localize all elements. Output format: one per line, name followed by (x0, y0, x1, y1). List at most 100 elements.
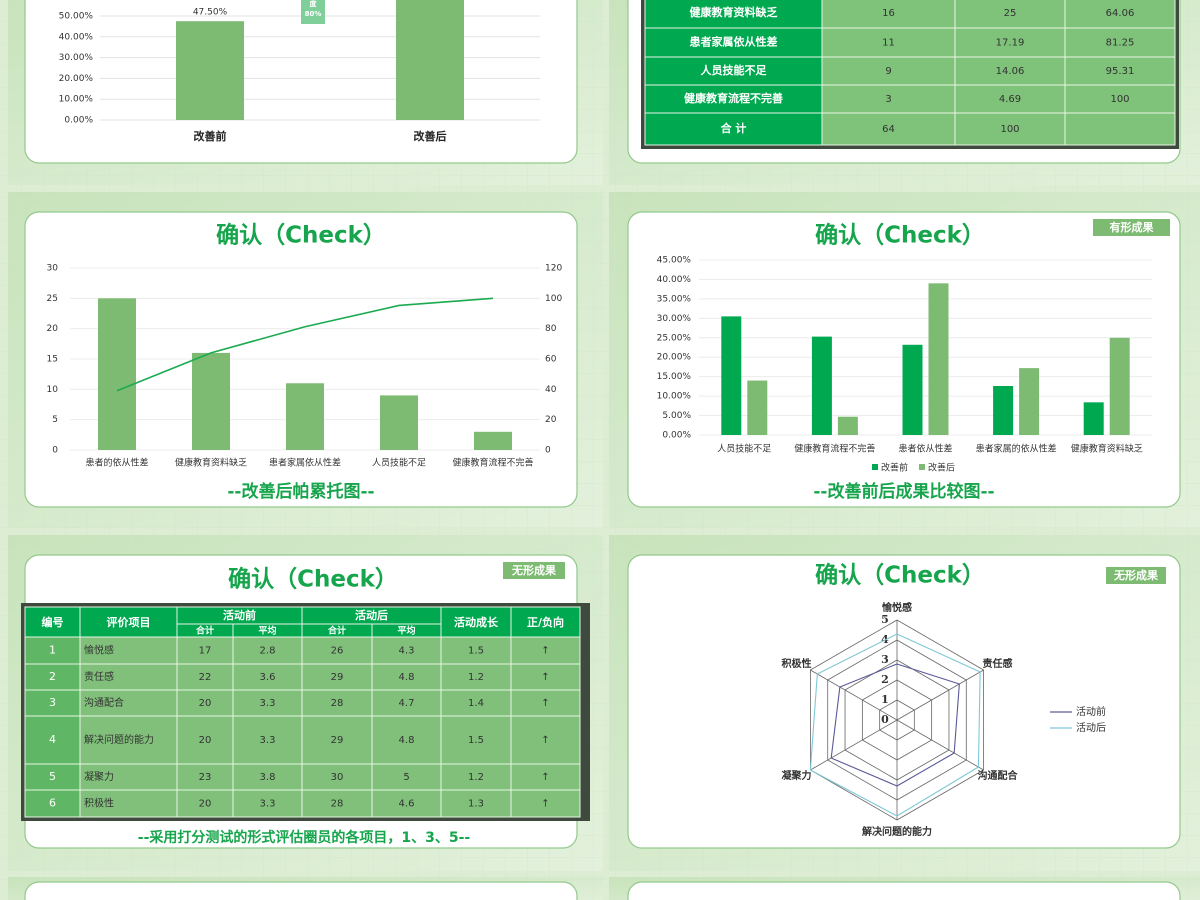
y-tick-label: 40.00% (657, 275, 692, 285)
cell-text: 3 (49, 696, 56, 709)
caption: --改善后帕累托图-- (227, 481, 374, 502)
y-tick-label: 25.00% (657, 333, 692, 343)
table-cell (440, 636, 512, 665)
y2-tick-label: 40 (545, 385, 557, 395)
cell-text: 责任感 (84, 670, 114, 683)
cell-text: 4 (49, 733, 56, 746)
cell-text: 1.2 (468, 772, 484, 783)
axis-label: 解决问题的能力 (862, 825, 932, 838)
spoke (810, 719, 898, 771)
x-tick-label: 患者家属依从性差 (269, 457, 341, 469)
cell-text: 17 (199, 646, 212, 657)
table-cell (301, 636, 373, 665)
table-cell (510, 763, 581, 791)
cell-text: 16 (882, 8, 895, 19)
table-cell (644, 27, 823, 58)
table-cell (232, 636, 303, 665)
axis-label: 积极性 (782, 657, 812, 670)
badge: 无形成果 (511, 563, 556, 577)
x-tick-label: 健康教育资料缺乏 (175, 457, 247, 469)
r-tick-label: 1 (881, 693, 889, 706)
table-cell (232, 715, 303, 765)
badge-bg (503, 562, 565, 579)
subheader-text: 合计 (328, 625, 346, 637)
header-text: 正/负向 (527, 615, 564, 629)
y-tick-label: 15 (47, 355, 58, 365)
bar (811, 336, 832, 435)
annotation-box (301, 0, 325, 24)
cell-text: ↑ (541, 646, 549, 657)
cell-text: 28 (331, 799, 344, 810)
cell-text: 30 (331, 772, 344, 783)
table-cell (1064, 0, 1176, 29)
badge: 无形成果 (1113, 568, 1158, 582)
cell-text: 20 (199, 735, 212, 746)
r-tick-label: 2 (881, 673, 889, 686)
slide-title: 确认（Check） (228, 566, 398, 593)
table-cell (510, 789, 581, 818)
cell-text: 20 (199, 698, 212, 709)
badge-bg (1106, 567, 1166, 584)
table-cell (24, 789, 81, 818)
x-tick-label: 人员技能不足 (717, 443, 771, 455)
y2-tick-label: 20 (545, 415, 557, 425)
legend-label: 改善后 (928, 462, 955, 474)
table-cell (440, 606, 512, 638)
cell-text: 64.06 (1106, 8, 1135, 19)
cell-text: 4.3 (399, 646, 415, 657)
spoke (810, 669, 898, 721)
table-cell (510, 636, 581, 665)
x-tick-label: 改善后 (414, 129, 447, 143)
bar (837, 416, 858, 435)
y-tick-label: 20.00% (59, 74, 94, 84)
cell-text: 3 (885, 94, 891, 105)
y-tick-label: 20 (47, 324, 59, 334)
table-cell (24, 715, 81, 765)
table-cell (954, 0, 1066, 29)
cell-text: 14.06 (996, 66, 1025, 77)
cell-text: 1.5 (468, 735, 484, 746)
cell-text: 6 (49, 797, 56, 810)
axis-label: 沟通配合 (977, 769, 1018, 782)
table-cell (301, 715, 373, 765)
legend-label: 活动前 (1076, 705, 1106, 718)
r-tick-label: 0 (881, 713, 889, 726)
cell-text: 1.4 (468, 698, 484, 709)
cell-text: ↑ (541, 799, 549, 810)
header-text: 活动前 (223, 608, 256, 622)
header-text: 评价项目 (107, 616, 151, 629)
chart-title: 确认（Check） (216, 222, 386, 249)
cell-text: 100 (1000, 124, 1019, 135)
cell-text: 11 (882, 38, 895, 49)
y-tick-label: 15.00% (657, 372, 692, 382)
x-tick-label: 健康教育流程不完善 (452, 457, 533, 469)
cell-text: 1.5 (468, 646, 484, 657)
chart: 0.00% 10.00% 20.00% 30.00% 40.00% 50.00% 改善前 47… (59, 0, 540, 143)
table-cell (232, 663, 303, 691)
table-cell (954, 56, 1066, 86)
table-cell (510, 663, 581, 691)
y-tick-label: 30 (47, 264, 59, 274)
cell-text: 1 (49, 644, 56, 657)
bar (902, 344, 923, 435)
table-cell (176, 663, 234, 691)
cell-text: 9 (885, 66, 891, 77)
x-tick-label: 患者依从性差 (898, 443, 952, 455)
cell-text: 积极性 (84, 797, 114, 810)
y-tick-label: 25 (47, 294, 58, 304)
header-text: 活动成长 (454, 615, 499, 629)
table-cell (371, 763, 442, 791)
y2-tick-label: 0 (545, 446, 551, 456)
cell-text: 3.8 (260, 772, 276, 783)
table-cell (176, 715, 234, 765)
table-cell (954, 112, 1066, 146)
chart-title: 确认（Check） (815, 222, 985, 249)
x-tick-label: 人员技能不足 (372, 457, 426, 469)
caption: --改善前后成果比较图-- (813, 481, 994, 502)
cell-text: 23 (199, 772, 212, 783)
table-cell (954, 27, 1066, 58)
cell-text: 健康教育流程不完善 (684, 91, 783, 105)
bar (380, 395, 418, 450)
